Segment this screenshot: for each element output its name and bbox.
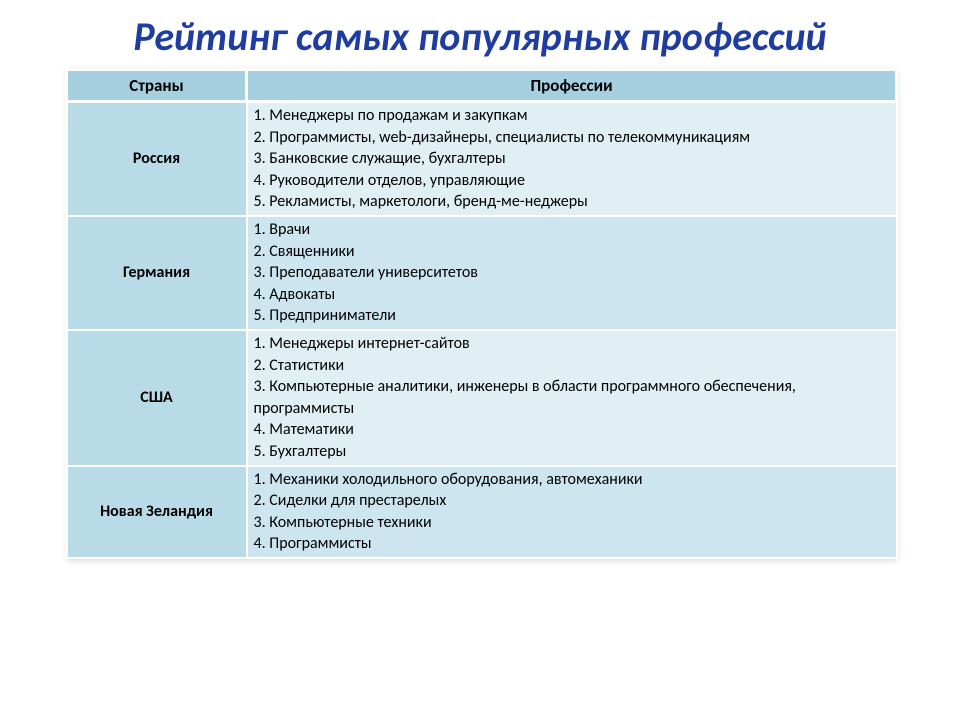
slide: Рейтинг самых популярных профессий Стран…: [0, 0, 960, 720]
table-row: США1. Менеджеры интернет-сайтов2. Статис…: [67, 330, 897, 466]
table-header-row: Страны Профессии: [67, 70, 897, 102]
profession-item: 1. Менеджеры интернет-сайтов: [254, 333, 890, 355]
professions-cell: 1. Врачи2. Священники3. Преподаватели ун…: [247, 216, 897, 330]
profession-item: 2. Программисты, web-дизайнеры, специали…: [254, 127, 890, 149]
profession-item: 5. Бухгалтеры: [254, 441, 890, 463]
profession-item: 3. Компьютерные аналитики, инженеры в об…: [254, 376, 890, 419]
profession-item: 1. Врачи: [254, 219, 890, 241]
country-cell: США: [67, 330, 247, 466]
profession-item: 5. Рекламисты, маркетологи, бренд-ме-нед…: [254, 191, 890, 213]
professions-cell: 1. Механики холодильного оборудования, а…: [247, 466, 897, 558]
profession-item: 4. Программисты: [254, 533, 890, 555]
professions-cell: 1. Менеджеры по продажам и закупкам2. Пр…: [247, 102, 897, 216]
profession-item: 3. Преподаватели университетов: [254, 262, 890, 284]
professions-table: Страны Профессии Россия1. Менеджеры по п…: [65, 68, 898, 559]
country-cell: Новая Зеландия: [67, 466, 247, 558]
profession-item: 2. Священники: [254, 241, 890, 263]
table-row: Новая Зеландия 1. Механики холодильного о…: [67, 466, 897, 558]
page-title: Рейтинг самых популярных профессий: [0, 0, 960, 60]
table-container: Страны Профессии Россия1. Менеджеры по п…: [65, 68, 895, 559]
profession-item: 2. Статистики: [254, 355, 890, 377]
profession-item: 1. Менеджеры по продажам и закупкам: [254, 105, 890, 127]
header-professions: Профессии: [247, 70, 897, 102]
profession-item: 1. Механики холодильного оборудования, а…: [254, 469, 890, 491]
header-countries: Страны: [67, 70, 247, 102]
country-cell: Германия: [67, 216, 247, 330]
table-row: Германия1. Врачи2. Священники3. Преподав…: [67, 216, 897, 330]
profession-item: 2. Сиделки для престарелых: [254, 490, 890, 512]
profession-item: 4. Математики: [254, 419, 890, 441]
professions-cell: 1. Менеджеры интернет-сайтов2. Статистик…: [247, 330, 897, 466]
profession-item: 3. Банковские служащие, бухгалтеры: [254, 148, 890, 170]
profession-item: 3. Компьютерные техники: [254, 512, 890, 534]
profession-item: 5. Предприниматели: [254, 305, 890, 327]
country-cell: Россия: [67, 102, 247, 216]
profession-item: 4. Руководители отделов, управляющие: [254, 170, 890, 192]
table-body: Россия1. Менеджеры по продажам и закупка…: [67, 102, 897, 558]
profession-item: 4. Адвокаты: [254, 284, 890, 306]
table-row: Россия1. Менеджеры по продажам и закупка…: [67, 102, 897, 216]
